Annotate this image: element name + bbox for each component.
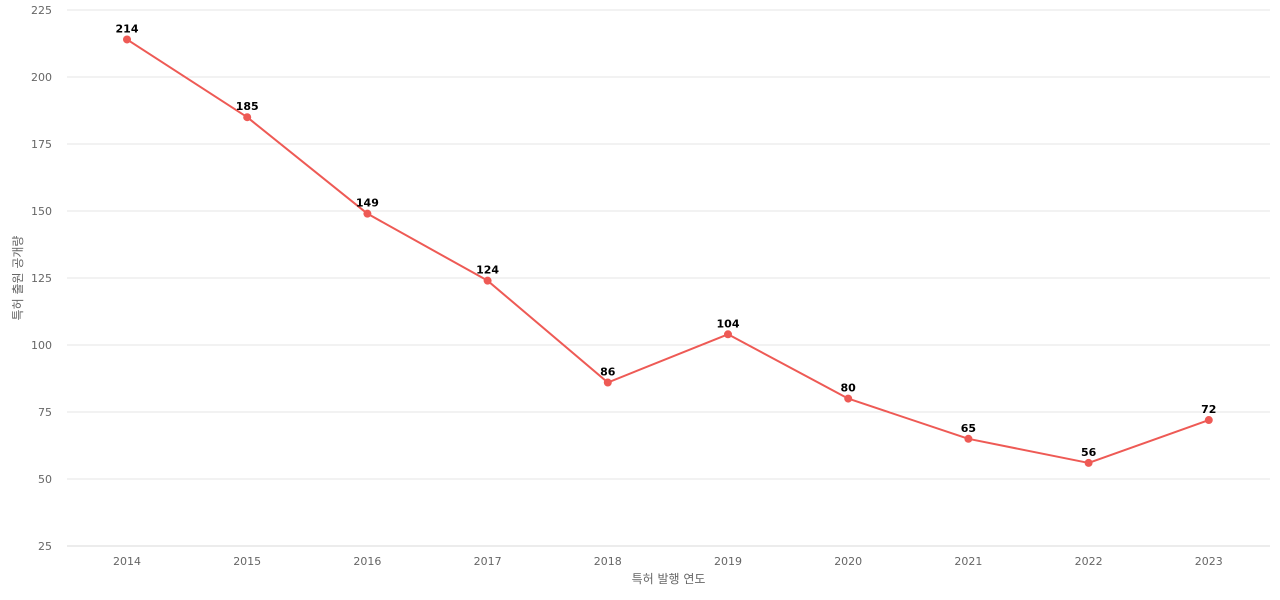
y-tick-label: 200 [31,71,52,84]
x-tick-label: 2014 [113,555,141,568]
y-tick-label: 25 [38,540,52,553]
data-label: 149 [356,197,379,210]
data-point [1084,458,1093,467]
data-point [243,113,252,122]
data-point [844,394,853,403]
grid-lines [67,9,1270,480]
data-label: 56 [1081,446,1097,459]
y-tick-label: 150 [31,205,52,218]
series-group [123,35,1213,467]
y-tick-label: 50 [38,473,52,486]
data-label: 124 [476,264,499,277]
x-axis-ticks: 2014 2015 2016 2017 2018 2019 2020 2021 2022 2023 [113,555,1223,568]
x-tick-label: 2022 [1075,555,1103,568]
x-tick-label: 2018 [594,555,622,568]
series-line [126,38,1210,464]
y-tick-label: 175 [31,138,52,151]
data-point [483,276,492,285]
data-label: 86 [600,366,616,379]
data-point [363,209,372,218]
data-label: 72 [1201,403,1216,416]
x-tick-label: 2019 [714,555,742,568]
data-point [123,35,131,44]
x-tick-label: 2021 [954,555,982,568]
x-tick-label: 2020 [834,555,862,568]
y-tick-label: 100 [31,339,52,352]
data-label: 214 [116,22,139,35]
data-label: 104 [717,317,740,330]
data-label: 80 [841,382,857,395]
data-label: 185 [236,100,259,113]
y-tick-label: 125 [31,272,52,285]
x-tick-label: 2017 [474,555,502,568]
data-point [1204,416,1213,425]
x-axis-title: 특허 발행 연도 [632,571,706,586]
data-point [964,434,973,443]
data-labels: 214 185 149 124 86 104 80 65 56 72 [116,22,1217,458]
y-tick-label: 75 [38,406,52,419]
y-axis-ticks: 25 50 75 100 125 150 175 200 225 [31,4,52,553]
x-tick-label: 2015 [233,555,261,568]
data-point [603,378,612,387]
y-axis-title: 특허 출원 공개량 [11,236,25,321]
data-label: 65 [961,422,976,435]
x-tick-label: 2016 [353,555,381,568]
data-point [724,330,732,339]
y-tick-label: 225 [31,4,52,17]
x-tick-label: 2023 [1195,555,1223,568]
